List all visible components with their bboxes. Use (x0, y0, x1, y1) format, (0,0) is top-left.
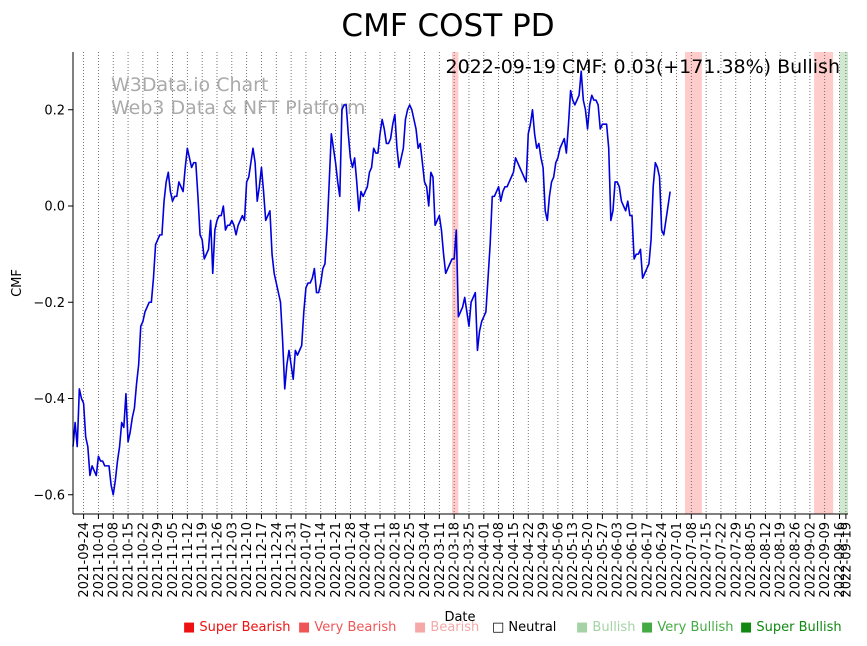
legend-swatch: ■ (576, 620, 593, 635)
signal-legend: ■ Super Bearish ■ Very Bearish ■ Bearish… (0, 620, 867, 640)
signal-bands (452, 52, 848, 514)
x-tick-label: 2022-07-01 (670, 522, 685, 598)
x-tick-label: 2022-03-11 (433, 522, 448, 598)
legend-super-bullish: ■ Super Bullish (740, 620, 842, 635)
signal-band-4 (839, 52, 848, 514)
x-tick-label: 2022-07-08 (685, 522, 700, 598)
x-tick-label: 2022-04-01 (477, 522, 492, 598)
vertical-gridlines (83, 52, 847, 514)
x-tick-label: 2021-10-22 (136, 522, 151, 598)
x-tick-label: 2022-01-28 (344, 522, 359, 598)
y-axis-ticks: −0.6 −0.4 −0.2 0.0 0.2 (33, 103, 73, 503)
legend-very-bullish: ■ Very Bullish (641, 620, 734, 635)
x-tick-label: 2022-02-18 (388, 522, 403, 598)
x-tick-label: 2022-02-04 (359, 522, 374, 598)
x-tick-label: 2021-12-10 (240, 522, 255, 598)
legend-bearish: ■ Bearish (414, 620, 480, 635)
x-tick-label: 2021-12-24 (270, 522, 285, 598)
x-tick-label: 2021-10-01 (92, 522, 107, 598)
x-tick-label: 2021-12-31 (285, 522, 300, 598)
x-tick-label: 2022-03-18 (448, 522, 463, 598)
x-tick-label: 2021-12-17 (255, 522, 270, 598)
x-tick-label: 2022-09-16 (833, 522, 848, 598)
x-tick-label: 2022-03-04 (418, 522, 433, 598)
legend-bullish: ■ Bullish (576, 620, 636, 635)
x-tick-label: 2022-06-17 (640, 522, 655, 598)
signal-band-1 (452, 52, 459, 514)
cmf-series-line (72, 70, 671, 496)
watermark-line-1: W3Data.io Chart (111, 74, 268, 96)
watermark-line-2: Web3 Data & NFT Platform (111, 97, 365, 119)
legend-swatch: ■ (740, 620, 757, 635)
y-axis-label: CMF (10, 269, 25, 297)
x-tick-label: 2021-12-03 (225, 522, 240, 598)
x-tick-label: 2021-11-12 (181, 522, 196, 598)
x-tick-label: 2022-07-29 (729, 522, 744, 598)
x-tick-label: 2022-02-11 (374, 522, 389, 598)
x-tick-label: 2021-10-15 (122, 522, 137, 598)
x-axis-ticks: 2021-09-24 2021-10-01 2021-10-08 2021-10-15… (77, 514, 854, 598)
x-tick-label: 2022-05-06 (551, 522, 566, 598)
x-tick-label: 2022-01-14 (314, 522, 329, 598)
legend-very-bearish: ■ Very Bearish (298, 620, 397, 635)
x-tick-label: 2021-09-24 (77, 522, 92, 598)
x-axis-label: Date (444, 610, 475, 625)
legend-swatch: ■ (414, 620, 431, 635)
x-tick-label: 2022-08-26 (789, 522, 804, 598)
x-tick-label: 2022-05-20 (581, 522, 596, 598)
x-tick-label: 2022-04-08 (492, 522, 507, 598)
x-tick-label: 2022-09-02 (803, 522, 818, 598)
x-tick-label: 2022-06-03 (611, 522, 626, 598)
x-tick-label: 2022-07-15 (700, 522, 715, 598)
x-tick-label: 2022-06-24 (655, 522, 670, 598)
x-tick-label: 2022-08-05 (744, 522, 759, 598)
chart-title: CMF COST PD (341, 8, 554, 44)
x-tick-label: 2022-09-09 (818, 522, 833, 598)
latest-value-annotation: 2022-09-19 CMF: 0.03(+171.38%) Bullish (446, 56, 841, 78)
x-tick-label: 2022-09-19 (839, 522, 854, 598)
x-tick-label: 2022-03-25 (462, 522, 477, 598)
legend-neutral: □ Neutral (492, 620, 557, 635)
x-tick-label: 2022-08-12 (759, 522, 774, 598)
x-tick-label: 2021-10-08 (107, 522, 122, 598)
signal-band-3 (814, 52, 834, 514)
x-tick-label: 2022-07-22 (714, 522, 729, 598)
x-tick-label: 2021-11-05 (166, 522, 181, 598)
x-tick-label: 2022-05-13 (566, 522, 581, 598)
y-tick-label: −0.2 (33, 296, 65, 311)
signal-band-2 (684, 52, 702, 514)
y-tick-label: 0.2 (44, 103, 65, 118)
legend-swatch: □ (492, 620, 509, 635)
x-tick-label: 2021-10-29 (151, 522, 166, 598)
y-tick-label: −0.6 (33, 488, 65, 503)
x-tick-label: 2021-11-19 (196, 522, 211, 598)
y-tick-label: −0.4 (33, 392, 65, 407)
x-tick-label: 2022-01-21 (329, 522, 344, 598)
x-tick-label: 2022-02-25 (403, 522, 418, 598)
x-tick-label: 2022-04-15 (507, 522, 522, 598)
x-tick-label: 2022-01-07 (299, 522, 314, 598)
legend-swatch: ■ (641, 620, 658, 635)
x-tick-label: 2022-04-22 (522, 522, 537, 598)
x-tick-label: 2022-04-29 (537, 522, 552, 598)
x-tick-label: 2022-05-27 (596, 522, 611, 598)
legend-swatch: ■ (183, 620, 200, 635)
y-tick-label: 0.0 (44, 200, 65, 215)
x-tick-label: 2022-08-19 (774, 522, 789, 598)
x-tick-label: 2022-06-10 (626, 522, 641, 598)
legend-super-bearish: ■ Super Bearish (183, 620, 291, 635)
legend-swatch: ■ (298, 620, 315, 635)
x-tick-label: 2021-11-26 (210, 522, 225, 598)
